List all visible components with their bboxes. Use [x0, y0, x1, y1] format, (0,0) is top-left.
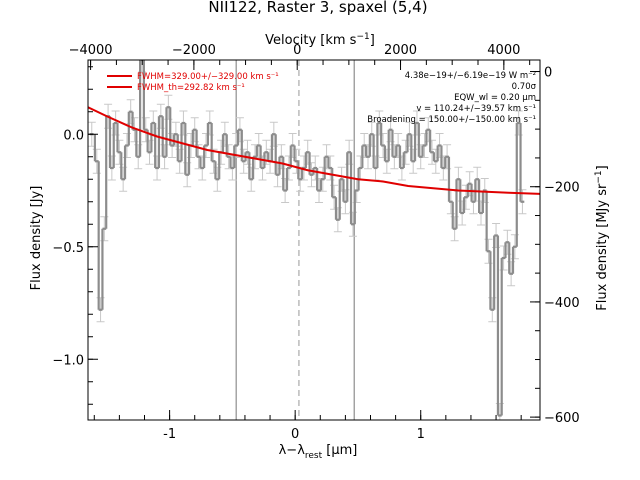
right-axis-label-end: ]	[595, 165, 610, 170]
top-tick-label: 2000	[384, 43, 417, 58]
annotation-line: v = 110.24+/−39.57 km s⁻¹	[416, 104, 536, 114]
right-axis-label: Flux density [MJy sr−1]	[594, 165, 610, 310]
x-tick-label: 1	[417, 427, 425, 442]
annotation-line: 0.70σ	[512, 82, 537, 92]
plot-area	[88, 60, 540, 420]
x-tick-label: 0	[291, 427, 299, 442]
right-tick-label: −600	[544, 411, 580, 426]
top-tick-label: 4000	[487, 43, 520, 58]
right-axis-label-sup: −1	[594, 170, 604, 183]
x-axis-label: λ−λrest [μm]	[279, 443, 358, 461]
y-axis-label: Flux density [Jy]	[29, 186, 44, 291]
right-tick-label: 0	[544, 66, 552, 81]
top-tick-label: −2000	[172, 43, 216, 58]
annotation-line: Broadening = 150.00+/−150.00 km s⁻¹	[367, 115, 536, 125]
y-tick-label: −1.0	[52, 353, 84, 368]
top-tick-label: 0	[293, 43, 301, 58]
legend-label: FWHM=329.00+/−329.00 km s⁻¹	[137, 72, 279, 82]
y-tick-label: −0.5	[52, 241, 84, 256]
top-axis-label-sup: −1	[356, 32, 369, 42]
top-axis-label: Velocity [km s−1]	[265, 32, 375, 48]
legend-label: FWHM_th=292.82 km s⁻¹	[137, 83, 245, 93]
x-axis-label-unit: [μm]	[322, 443, 357, 458]
right-tick-label: −400	[544, 296, 580, 311]
svg-text:Velocity [km s−1]: Velocity [km s−1]	[265, 32, 375, 48]
right-tick-label: −200	[544, 181, 580, 196]
x-axis-label-sub: rest	[305, 451, 323, 461]
top-axis-label-end: ]	[370, 33, 375, 48]
annotation-line: 4.38e−19+/−6.19e−19 W m⁻²	[405, 71, 536, 81]
x-tick-label: -1	[163, 427, 176, 442]
x-axis-label-main: λ−λ	[279, 443, 306, 458]
y-tick-label: 0.0	[63, 128, 84, 143]
top-axis-label-main: Velocity [km s	[265, 33, 357, 48]
svg-text:Flux density [MJy sr−1]: Flux density [MJy sr−1]	[594, 165, 610, 310]
right-axis-label-main: Flux density [MJy sr	[595, 183, 610, 311]
chart-title: NII122, Raster 3, spaxel (5,4)	[208, 0, 427, 16]
fit-curve	[88, 106, 540, 195]
svg-text:λ−λrest [μm]: λ−λrest [μm]	[279, 443, 358, 461]
plot-frame	[87, 59, 541, 421]
annotation-line: EQW_wl = 0.20 μm	[454, 93, 536, 103]
top-tick-label: −4000	[69, 43, 113, 58]
